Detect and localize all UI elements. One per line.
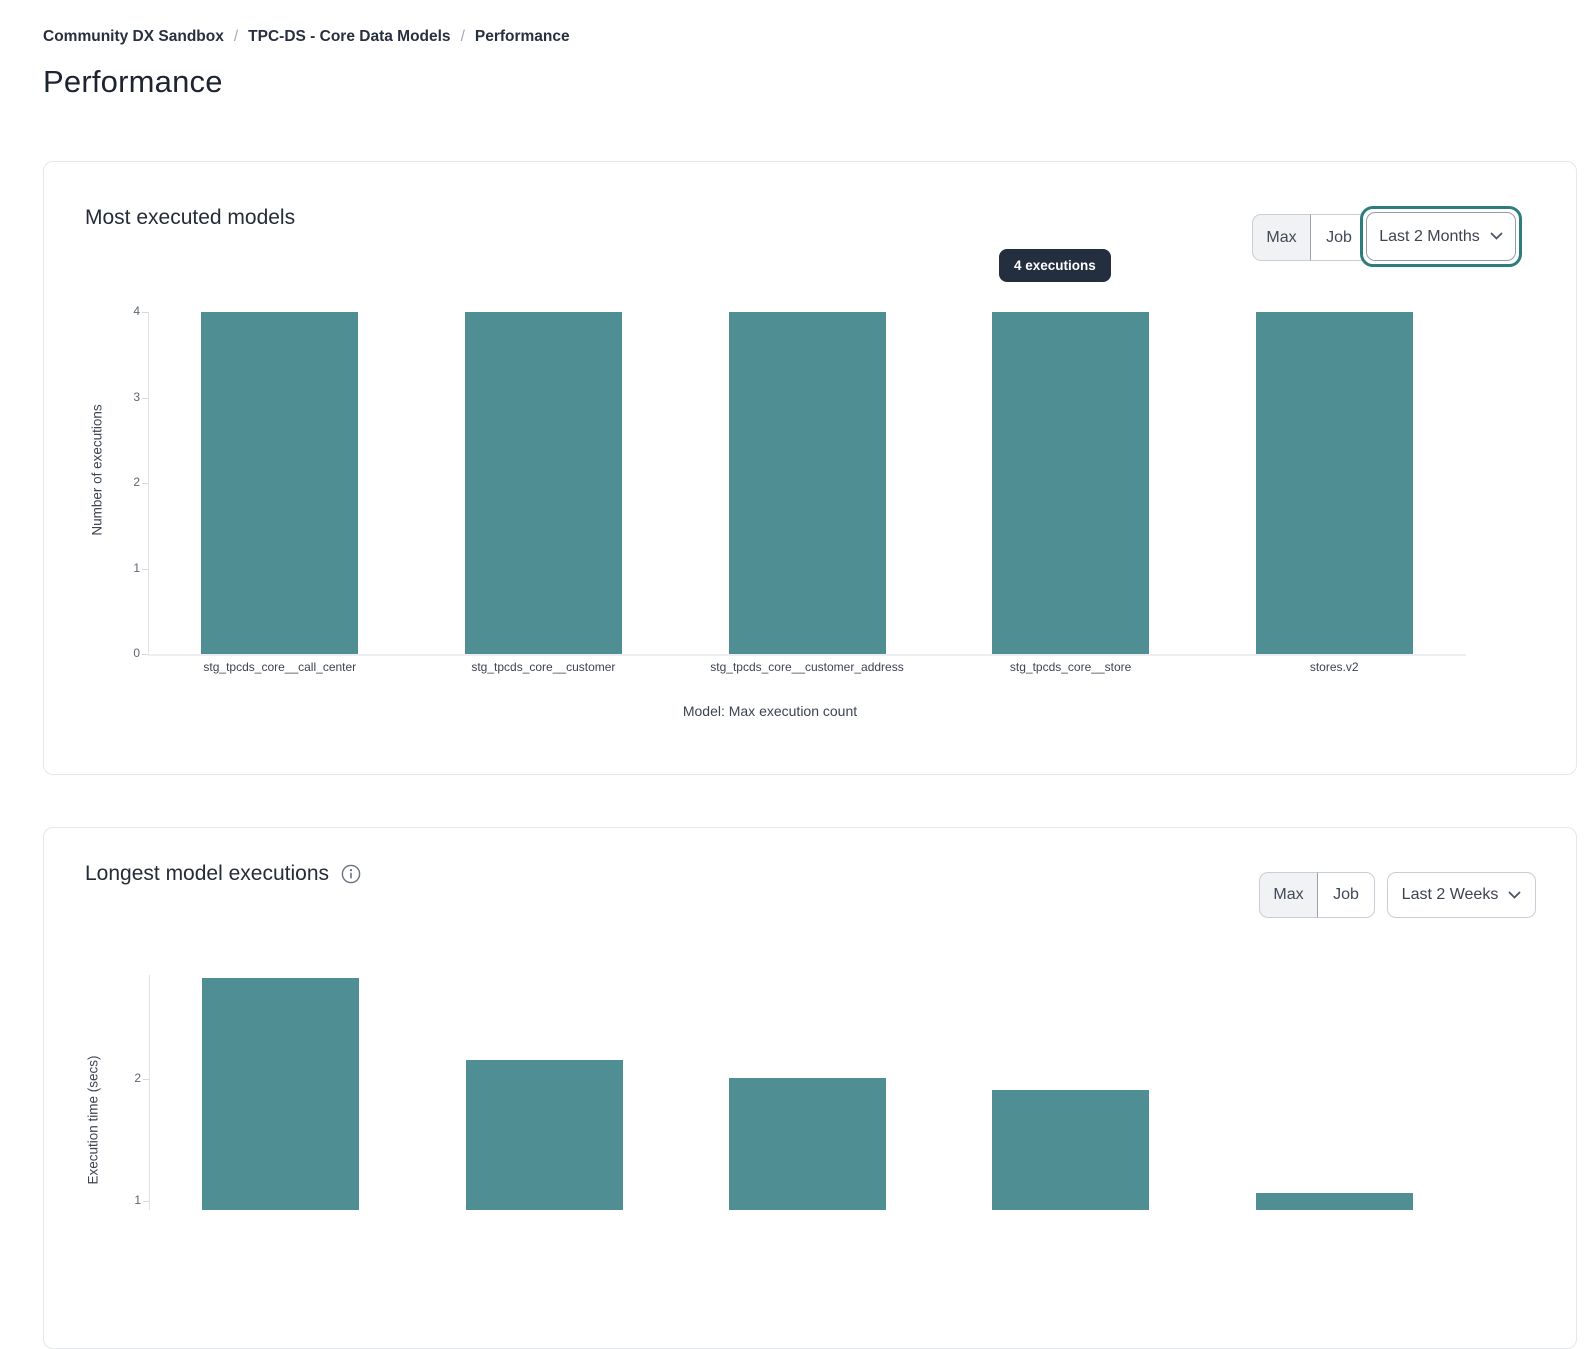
card2-job-toggle[interactable]: Job xyxy=(1317,872,1375,918)
x-category-label: stg_tpcds_core__store xyxy=(1009,660,1132,674)
y-tick-label: 2 xyxy=(133,475,140,489)
y-tick-label: 3 xyxy=(133,389,140,404)
chart-bar[interactable] xyxy=(202,977,360,1210)
card2-timeframe-dropdown[interactable]: Last 2 Weeks xyxy=(1387,872,1536,918)
chart-bar[interactable] xyxy=(992,312,1150,654)
y-tick-mark xyxy=(142,568,148,570)
breadcrumb-item-environment[interactable]: TPC-DS - Core Data Models xyxy=(248,28,451,45)
breadcrumb-separator: / xyxy=(460,28,465,45)
card2-timeframe-value: Last 2 Weeks xyxy=(1401,886,1499,903)
y-tick-label: 1 xyxy=(133,560,140,575)
breadcrumb: Community DX Sandbox / TPC-DS - Core Dat… xyxy=(43,28,570,46)
card1-title: Most executed models xyxy=(85,206,296,229)
y-tick-mark xyxy=(142,312,148,313)
y-tick-label: 0 xyxy=(133,646,140,660)
chart-bar[interactable] xyxy=(992,1090,1150,1210)
chart1-y-axis-title: Number of executions xyxy=(89,404,105,536)
y-tick-label: 2 xyxy=(134,1071,141,1085)
chart-bar[interactable] xyxy=(1255,312,1413,654)
page-title: Performance xyxy=(43,64,223,99)
y-tick-mark xyxy=(143,1079,149,1080)
y-tick-mark xyxy=(142,483,148,484)
performance-page: Community DX Sandbox / TPC-DS - Core Dat… xyxy=(43,28,1577,1349)
chart-bar[interactable] xyxy=(464,312,622,654)
x-category-label: stg_tpcds_core__customer_address xyxy=(710,660,904,674)
chart-bar[interactable] xyxy=(1255,1192,1413,1210)
chart-bar[interactable] xyxy=(729,1077,886,1210)
chart-bar[interactable] xyxy=(465,1059,623,1210)
y-tick-label: 1 xyxy=(134,1193,141,1207)
chart-bar[interactable] xyxy=(728,312,886,654)
chart1-x-axis-title: Model: Max execution count xyxy=(682,703,858,719)
card2-header: Longest model executions xyxy=(85,862,361,886)
chart2-y-axis-line xyxy=(149,975,150,1210)
card1-timeframe-focus-ring: Last 2 Months xyxy=(1360,206,1522,267)
card1-job-toggle[interactable]: Job xyxy=(1310,214,1368,261)
card1-max-toggle[interactable]: Max xyxy=(1252,214,1310,261)
chart1-y-axis-line xyxy=(148,312,149,655)
info-icon[interactable] xyxy=(341,864,361,884)
chart-bar[interactable] xyxy=(201,312,359,654)
chevron-down-icon xyxy=(1508,891,1521,899)
x-category-label: stores.v2 xyxy=(1309,660,1359,674)
chevron-down-icon xyxy=(1490,232,1503,240)
breadcrumb-item-project[interactable]: Community DX Sandbox xyxy=(43,28,224,45)
y-tick-mark xyxy=(142,654,148,655)
chart2-y-axis-title: Execution time (secs) xyxy=(85,1055,101,1185)
y-tick-label: 4 xyxy=(133,304,140,318)
x-category-label: stg_tpcds_core__call_center xyxy=(203,660,357,674)
card2-title: Longest model executions xyxy=(85,862,329,885)
x-category-label: stg_tpcds_core__customer xyxy=(471,660,616,674)
breadcrumb-item-current: Performance xyxy=(474,28,570,45)
card2-max-toggle[interactable]: Max xyxy=(1259,872,1317,918)
chart-tooltip: 4 executions xyxy=(999,249,1111,282)
y-tick-mark xyxy=(143,1201,149,1202)
breadcrumb-separator: / xyxy=(233,28,239,45)
chart1-x-axis-line xyxy=(148,654,1466,656)
y-tick-mark xyxy=(142,397,148,399)
card1-timeframe-value: Last 2 Months xyxy=(1379,227,1480,245)
card1-timeframe-dropdown[interactable]: Last 2 Months xyxy=(1366,212,1516,261)
